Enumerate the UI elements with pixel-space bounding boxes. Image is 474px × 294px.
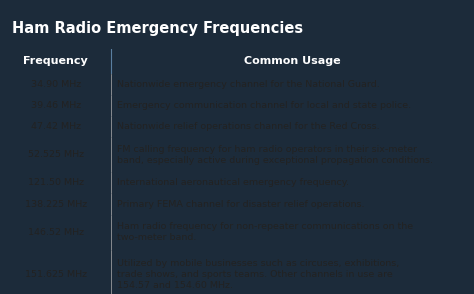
- Text: 146.52 MHz: 146.52 MHz: [27, 228, 84, 237]
- Text: Utilized by mobile businesses such as circuses, exhibitions,
trade shows, and sp: Utilized by mobile businesses such as ci…: [117, 259, 399, 290]
- Text: Ham radio frequency for non-repeater communications on the
two-meter band.: Ham radio frequency for non-repeater com…: [117, 222, 413, 242]
- Text: Nationwide relief operations channel for the Red Cross.: Nationwide relief operations channel for…: [117, 122, 380, 131]
- Text: 52.525 MHz: 52.525 MHz: [27, 150, 84, 159]
- Text: Emergency communication channel for local and state police.: Emergency communication channel for loca…: [117, 101, 411, 110]
- Text: International aeronautical emergency frequency.: International aeronautical emergency fre…: [117, 178, 349, 187]
- Text: Frequency: Frequency: [23, 56, 88, 66]
- Text: 121.50 MHz: 121.50 MHz: [27, 178, 84, 187]
- Text: 151.625 MHz: 151.625 MHz: [25, 270, 87, 279]
- Text: 34.90 MHz: 34.90 MHz: [30, 80, 81, 88]
- Text: Primary FEMA channel for disaster relief operations.: Primary FEMA channel for disaster relief…: [117, 200, 365, 208]
- Text: 47.42 MHz: 47.42 MHz: [31, 122, 81, 131]
- Text: FM calling frequency for ham radio operators in their six-meter
band, especially: FM calling frequency for ham radio opera…: [117, 145, 433, 165]
- Text: Common Usage: Common Usage: [245, 56, 341, 66]
- Text: Nationwide emergency channel for the National Guard.: Nationwide emergency channel for the Nat…: [117, 80, 380, 88]
- Text: 39.46 MHz: 39.46 MHz: [30, 101, 81, 110]
- Text: Ham Radio Emergency Frequencies: Ham Radio Emergency Frequencies: [12, 21, 303, 36]
- Text: 138.225 MHz: 138.225 MHz: [25, 200, 87, 208]
